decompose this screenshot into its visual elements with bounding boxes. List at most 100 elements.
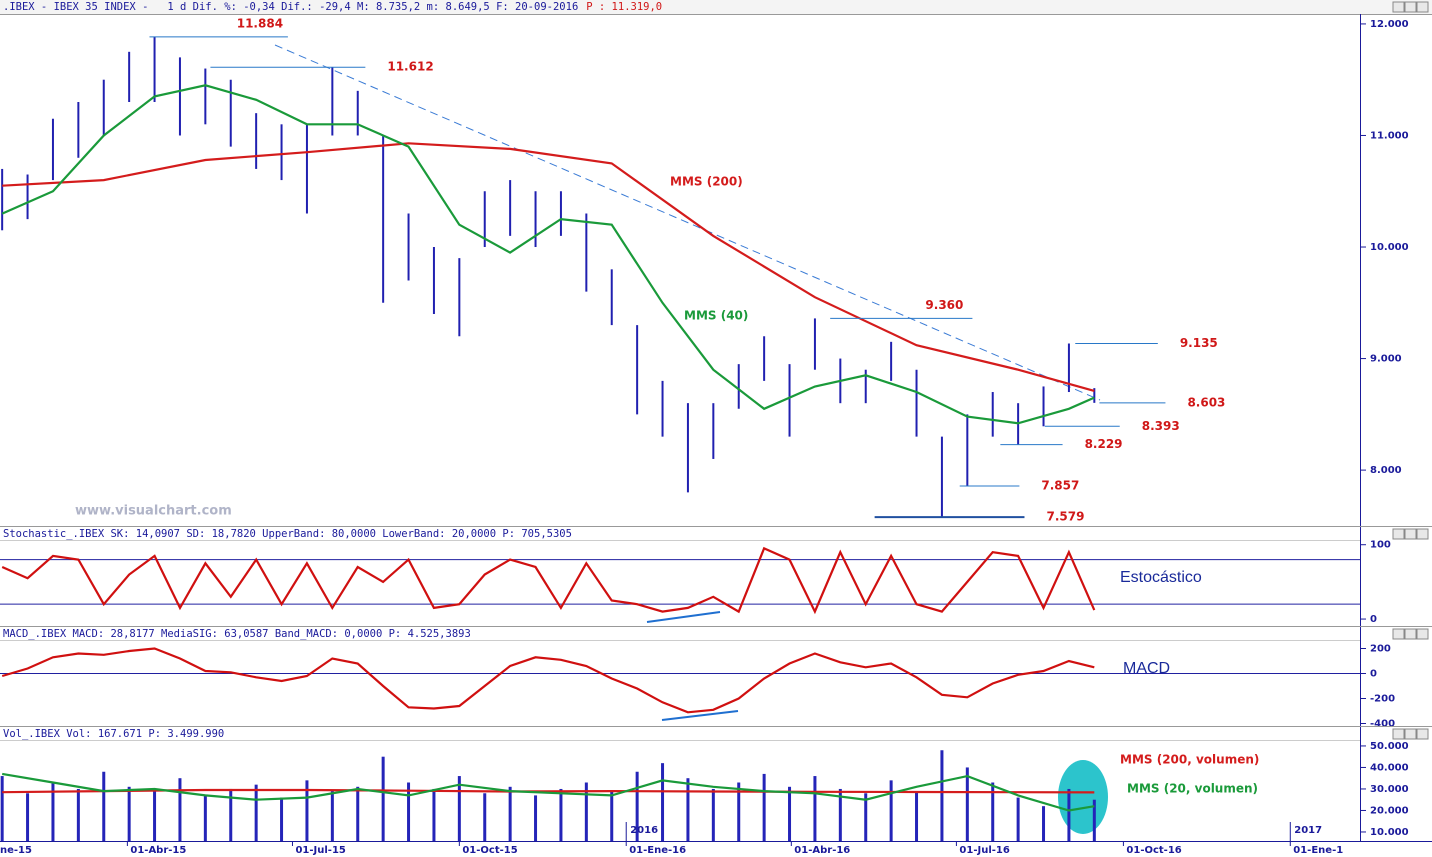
volume-bar [991, 782, 995, 841]
y-tick-label: -200 [1370, 694, 1395, 705]
volume-bar [762, 773, 766, 841]
window-button [1392, 528, 1405, 540]
x-tick-label: ne-15 [0, 845, 32, 856]
series-line [2, 142, 1095, 392]
x-tick-label: 01-Oct-16 [1126, 845, 1181, 856]
volume-bar [635, 771, 639, 841]
series-label: MMS (20, volumen) [1127, 782, 1258, 796]
volume-bar [203, 795, 207, 841]
volume-bar [915, 791, 919, 841]
window-button [1404, 728, 1417, 740]
panel-title: Vol_.IBEX Vol: 167.671 P: 3.499.990 [3, 728, 224, 740]
window-button [1416, 728, 1429, 740]
series-line [1, 84, 1095, 425]
volume-bar [1067, 788, 1071, 841]
volume-bar [102, 771, 106, 841]
panel-label: MACD [1123, 660, 1170, 677]
divergence-line [661, 710, 739, 721]
y-tick-label: 200 [1370, 644, 1391, 655]
volume-bar [534, 795, 538, 841]
volume-bar [305, 780, 309, 841]
volume-bar [483, 793, 487, 841]
volume-bar [508, 786, 512, 841]
year-label: 2017 [1294, 825, 1322, 836]
window-button [1392, 628, 1405, 640]
volume-bar [1042, 806, 1046, 841]
volume-bar [940, 750, 944, 841]
volume-bar [178, 778, 182, 841]
volume-bar [584, 782, 588, 841]
volume-bar [280, 797, 284, 841]
level-label: 9.360 [925, 298, 963, 312]
plot-area [0, 36, 1360, 841]
level-label: 7.857 [1041, 479, 1079, 493]
volume-bar [889, 780, 893, 841]
x-tick-label: 01-Abr-16 [794, 845, 850, 856]
y-tick-label: -400 [1370, 719, 1395, 730]
y-tick-label: 20.000 [1370, 805, 1409, 816]
volume-bar [1092, 799, 1096, 841]
panel-title: MACD_.IBEX MACD: 28,8177 MediaSIG: 63,05… [3, 628, 471, 640]
window-button [1392, 1, 1405, 13]
window-button [1392, 728, 1405, 740]
volume-bar [711, 788, 715, 841]
x-tick-label: 01-Oct-15 [462, 845, 517, 856]
volume-bar [864, 793, 868, 841]
level-label: 8.603 [1187, 395, 1225, 409]
header-last: P : 11.319,0 [586, 1, 662, 13]
y-tick-label: 40.000 [1370, 762, 1409, 773]
volume-bar [330, 791, 334, 841]
volume-bar [381, 756, 385, 841]
header-bar [0, 0, 1432, 14]
level-label: 7.579 [1046, 510, 1084, 524]
window-button [1404, 528, 1417, 540]
x-tick-label: 01-Jul-16 [959, 845, 1009, 856]
series-line [1, 647, 1095, 714]
y-tick-label: 0 [1370, 614, 1377, 625]
volume-bar [127, 786, 131, 841]
x-tick-label: 01-Ene-16 [629, 845, 686, 856]
divergence-line [646, 611, 721, 623]
y-tick-label: 100 [1370, 540, 1391, 551]
volume-bar [1016, 797, 1020, 841]
level-label: 11.612 [387, 60, 433, 74]
volume-bar [407, 782, 411, 841]
panel-label: Estocástico [1120, 569, 1202, 586]
y-tick-label: 0 [1370, 669, 1377, 680]
volume-bar [737, 782, 741, 841]
volume-bar [76, 788, 80, 841]
panel-title: Stochastic_.IBEX SK: 14,0907 SD: 18,7820… [3, 528, 572, 540]
series-line [2, 788, 1095, 794]
volume-bar [610, 791, 614, 841]
volume-bar [788, 786, 792, 841]
series-label: MMS (200) [670, 175, 743, 189]
y-tick-label: 9.000 [1370, 354, 1402, 365]
volume-bar [838, 788, 842, 841]
series-label: MMS (200, volumen) [1120, 753, 1259, 767]
volume-bar [965, 767, 969, 841]
x-tick-label: 01-Abr-15 [130, 845, 186, 856]
x-tick-label: 01-Ene-1 [1293, 845, 1343, 856]
watermark: www.visualchart.com [75, 504, 232, 519]
y-tick-label: 50.000 [1370, 741, 1409, 752]
volume-bar [0, 776, 4, 841]
series-label: MMS (40) [684, 309, 748, 323]
volume-bar [661, 763, 665, 841]
volume-bar [254, 784, 258, 841]
volume-bar [229, 788, 233, 841]
level-label: 8.229 [1085, 437, 1123, 451]
trend-line [274, 44, 1101, 401]
header-title: .IBEX - IBEX 35 INDEX - 1 d Dif. %: -0,3… [3, 1, 578, 13]
volume-bar [559, 788, 563, 841]
volume-bar [26, 793, 30, 841]
window-button [1416, 1, 1429, 13]
y-tick-label: 10.000 [1370, 827, 1409, 838]
volume-bar [51, 782, 55, 841]
y-tick-label: 12.000 [1370, 19, 1409, 30]
level-label: 9.135 [1180, 336, 1218, 350]
highlight [1058, 760, 1108, 834]
y-tick-label: 30.000 [1370, 784, 1409, 795]
volume-bar [153, 791, 157, 841]
volume-bar [457, 776, 461, 841]
